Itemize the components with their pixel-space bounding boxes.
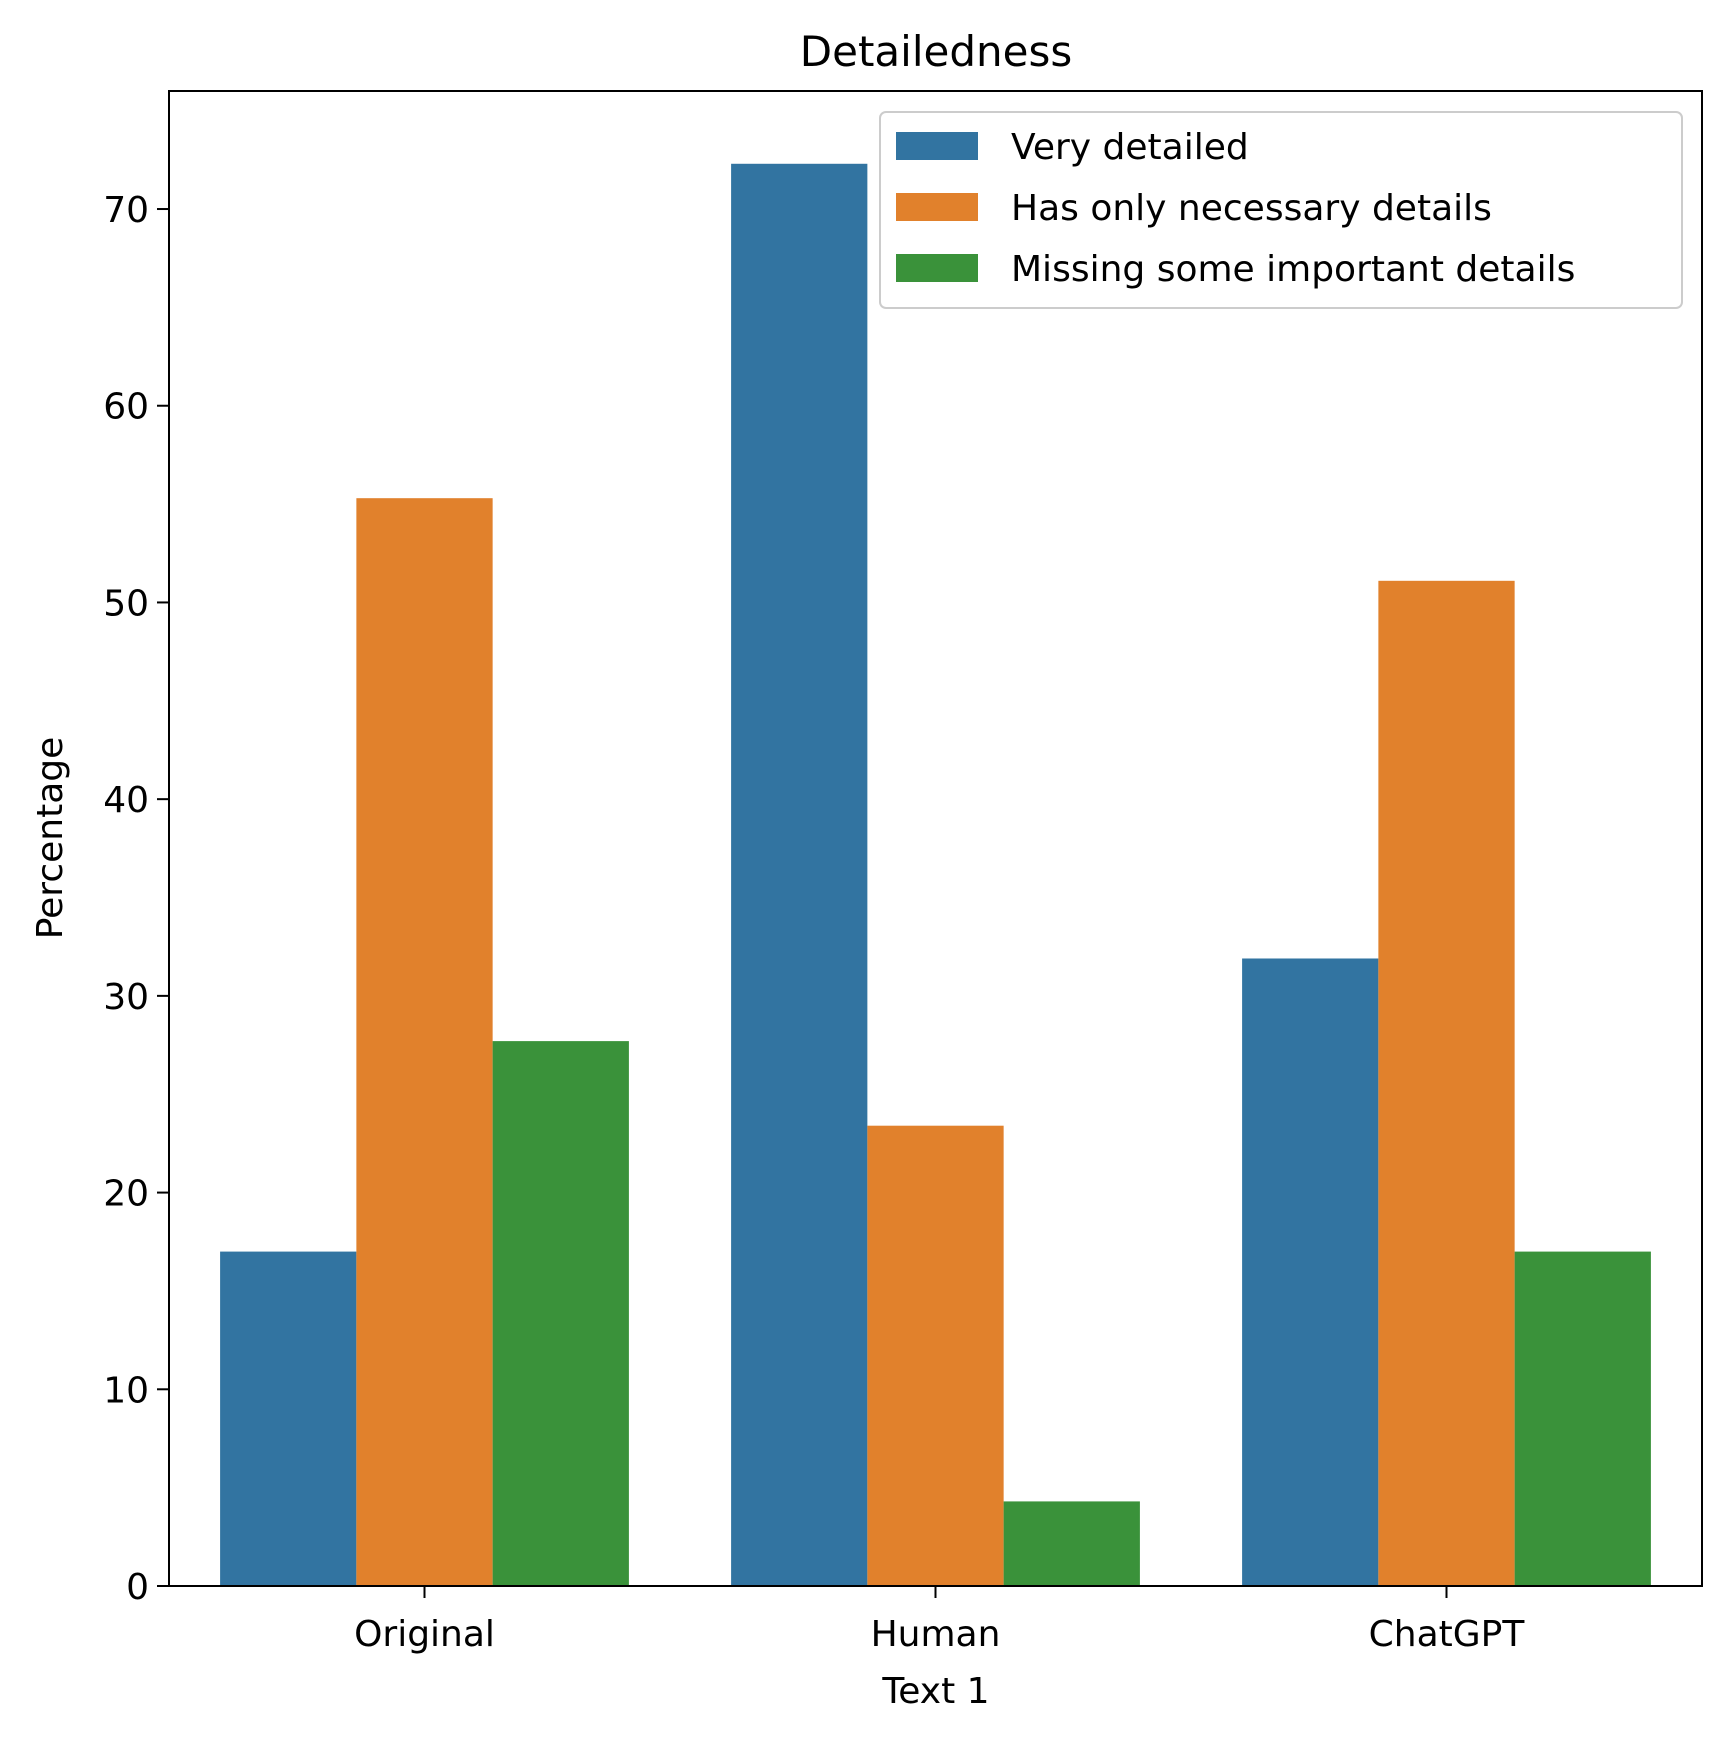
x-axis-label: Text 1: [881, 1671, 989, 1712]
bar-human-very-detailed: [731, 163, 868, 1586]
y-tick-label: 30: [103, 977, 149, 1018]
bar-chatgpt-very-detailed: [1242, 958, 1379, 1586]
bar-human-has-only-necessary-details: [867, 1125, 1004, 1586]
plot-frame: [168, 90, 1703, 1587]
y-axis-label: Percentage: [30, 737, 71, 940]
bar-human-missing-some-important-details: [1003, 1501, 1140, 1586]
y-tick-label: 10: [103, 1370, 149, 1411]
x-tick-label: ChatGPT: [1369, 1614, 1526, 1655]
x-axis: Original Human ChatGPT: [354, 1586, 1525, 1655]
legend-label: Missing some important details: [1011, 249, 1575, 290]
y-tick-label: 0: [126, 1567, 149, 1608]
bar-original-has-only-necessary-details: [356, 498, 493, 1587]
x-tick-label: Original: [354, 1614, 495, 1655]
legend-label: Has only necessary details: [1011, 188, 1492, 229]
bars-group: [220, 163, 1651, 1587]
legend-swatch: [896, 193, 978, 221]
y-tick-label: 60: [103, 387, 149, 428]
legend-swatch: [896, 254, 978, 282]
y-tick-label: 20: [103, 1174, 149, 1215]
legend-label: Very detailed: [1011, 127, 1249, 168]
y-tick-label: 70: [103, 190, 149, 231]
legend: Very detailed Has only necessary details M…: [879, 111, 1683, 309]
legend-box: [879, 111, 1683, 309]
bar-chatgpt-has-only-necessary-details: [1378, 580, 1515, 1586]
y-tick-label: 50: [103, 583, 149, 624]
y-tick-label: 40: [103, 780, 149, 821]
x-tick-label: Human: [871, 1614, 1001, 1655]
bar-original-very-detailed: [220, 1251, 357, 1586]
y-axis: 0 10 20 30 40 50 60 70: [103, 190, 169, 1608]
bar-chatgpt-missing-some-important-details: [1514, 1251, 1651, 1586]
bar-original-missing-some-important-details: [492, 1041, 629, 1586]
chart-title: Detailedness: [800, 27, 1072, 76]
legend-swatch: [896, 132, 978, 160]
